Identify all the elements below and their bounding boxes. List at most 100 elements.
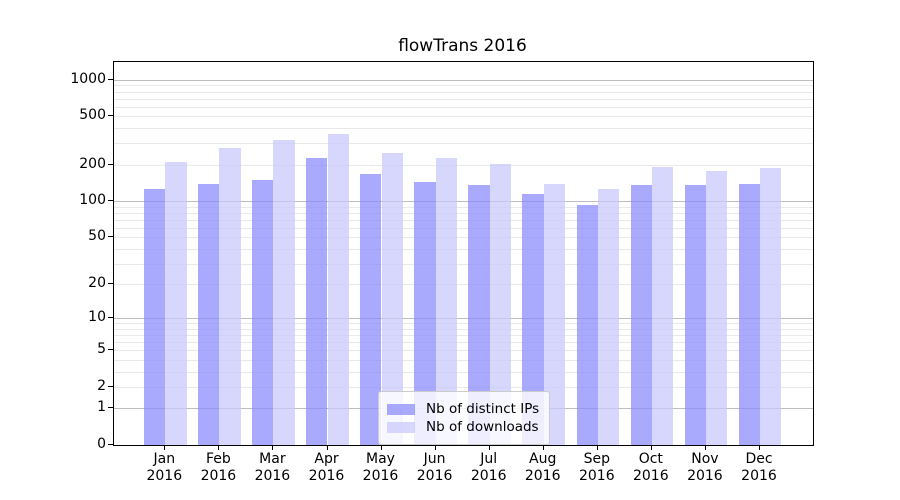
legend-item-distinct-ips: Nb of distinct IPs	[387, 401, 539, 417]
legend-item-downloads: Nb of downloads	[387, 419, 539, 435]
x-tick-mark	[272, 445, 274, 450]
x-tick-mark	[218, 445, 220, 450]
y-tick-mark	[108, 407, 113, 409]
gridline	[114, 386, 813, 388]
gridline	[114, 359, 813, 361]
bar-jan-series0	[144, 188, 166, 445]
bar-jan-series1	[165, 162, 187, 445]
grid-layer	[114, 62, 813, 445]
x-tick-mark	[380, 445, 382, 450]
y-tick-mark	[108, 78, 113, 80]
x-tick-label-aug: Aug 2016	[524, 451, 561, 484]
x-tick-mark	[542, 445, 544, 450]
gridline	[114, 335, 813, 337]
y-tick-mark	[108, 115, 113, 117]
gridline	[114, 116, 813, 118]
bar-mar-series1	[273, 140, 295, 445]
x-tick-label-jan: Jan 2016	[146, 451, 183, 484]
gridline	[114, 248, 813, 250]
gridline	[114, 342, 813, 344]
bar-oct-series0	[630, 184, 652, 445]
gridline	[114, 85, 813, 87]
gridline	[114, 318, 813, 320]
legend-label-distinct-ips: Nb of distinct IPs	[426, 401, 540, 417]
gridline	[114, 212, 813, 214]
x-tick-mark	[650, 445, 652, 450]
y-tick-label: 50	[88, 228, 106, 245]
gridline	[114, 98, 813, 100]
x-tick-label-apr: Apr 2016	[308, 451, 345, 484]
chart-title: flowTrans 2016	[398, 36, 527, 56]
y-tick-label: 20	[88, 275, 106, 292]
y-tick-mark	[108, 236, 113, 238]
legend: Nb of distinct IPs Nb of downloads	[378, 391, 551, 445]
bar-mar-series0	[252, 179, 274, 445]
gridline	[114, 201, 813, 202]
y-tick-mark	[108, 317, 113, 319]
y-tick-label: 1000	[70, 70, 106, 87]
x-tick-mark	[704, 445, 706, 450]
gridline	[114, 79, 813, 81]
x-tick-mark	[326, 445, 328, 450]
plot-area	[113, 61, 814, 446]
y-tick-label: 0	[97, 436, 106, 452]
gridline	[114, 164, 813, 166]
gridline	[114, 128, 813, 130]
bar-nov-series0	[684, 185, 706, 445]
gridline	[114, 350, 813, 352]
bar-sep-series0	[576, 204, 598, 445]
x-tick-label-nov: Nov 2016	[687, 451, 723, 484]
legend-label-downloads: Nb of downloads	[426, 419, 539, 435]
y-tick-label: 200	[79, 155, 106, 172]
gridline	[114, 219, 813, 221]
bar-may-series1	[381, 152, 403, 445]
y-tick-mark	[108, 385, 113, 387]
gridline	[114, 323, 813, 325]
bar-aug-series1	[543, 184, 565, 445]
y-tick-label: 10	[88, 309, 106, 326]
bar-jun-series0	[414, 181, 436, 445]
gridline	[114, 237, 813, 239]
x-tick-label-oct: Oct 2016	[632, 451, 669, 484]
x-tick-label-may: May 2016	[362, 451, 399, 484]
bar-feb-series0	[198, 183, 220, 445]
x-tick-label-jun: Jun 2016	[416, 451, 453, 484]
bar-jul-series0	[468, 185, 490, 445]
y-tick-label: 5	[97, 341, 106, 358]
gridline	[114, 328, 813, 330]
x-tick-mark	[164, 445, 166, 450]
legend-swatch-downloads	[387, 421, 415, 433]
x-tick-label-feb: Feb 2016	[200, 451, 237, 484]
gridline	[114, 143, 813, 145]
bar-may-series0	[360, 173, 382, 445]
bar-jul-series1	[489, 164, 511, 445]
y-tick-mark	[108, 283, 113, 285]
bar-sep-series1	[597, 189, 620, 445]
y-tick-mark	[108, 200, 113, 201]
bar-oct-series1	[651, 167, 674, 445]
x-tick-label-dec: Dec 2016	[741, 451, 777, 484]
bar-jun-series1	[435, 157, 457, 445]
y-tick-label: 100	[79, 192, 106, 208]
x-tick-mark	[488, 445, 490, 450]
x-tick-mark	[596, 445, 598, 450]
gridline	[114, 206, 813, 208]
legend-swatch-distinct-ips	[387, 403, 415, 415]
x-tick-label-sep: Sep 2016	[578, 451, 615, 484]
x-tick-label-jul: Jul 2016	[470, 451, 507, 484]
gridline	[114, 263, 813, 265]
bar-layer	[114, 62, 813, 445]
x-tick-mark	[434, 445, 436, 450]
y-tick-mark	[108, 349, 113, 351]
x-tick-mark	[759, 445, 760, 450]
bar-dec-series0	[738, 183, 760, 445]
bar-dec-series1	[760, 167, 782, 445]
y-tick-mark	[108, 444, 113, 445]
y-tick-label: 500	[79, 107, 106, 124]
x-tick-label-mar: Mar 2016	[254, 451, 291, 484]
bar-nov-series1	[705, 170, 728, 445]
gridline	[114, 91, 813, 93]
y-tick-mark	[108, 163, 113, 165]
bar-feb-series1	[219, 147, 241, 445]
